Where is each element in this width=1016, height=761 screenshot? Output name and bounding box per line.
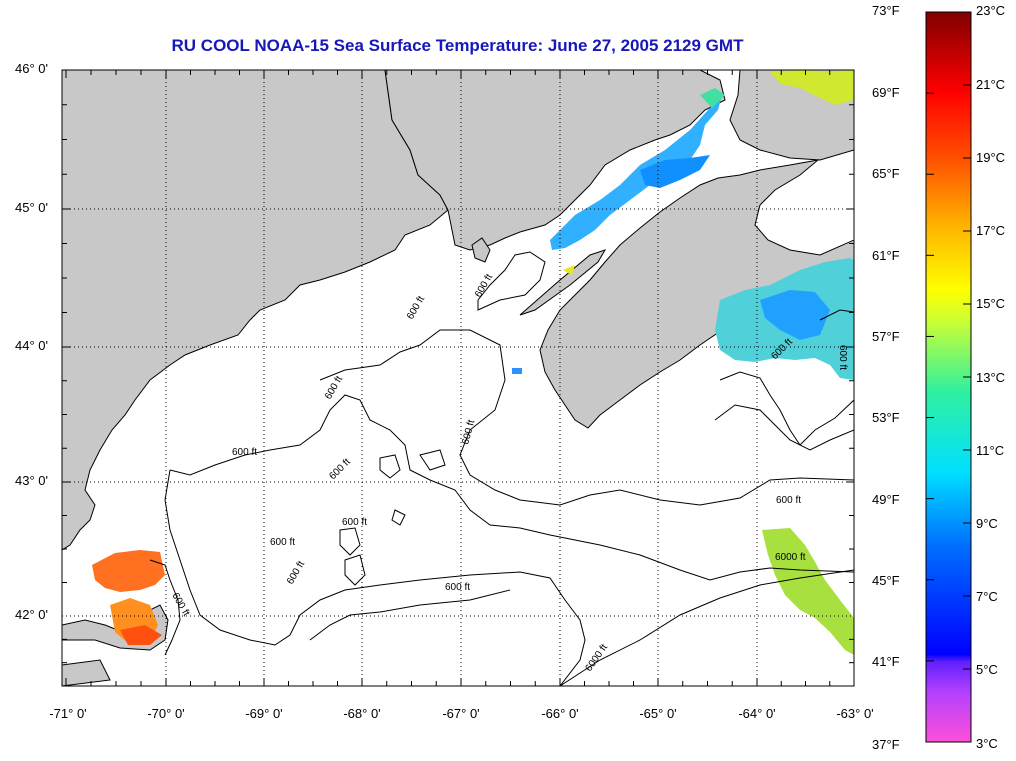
contour-label: 600 ft: [445, 582, 470, 593]
lon-label: -66° 0': [541, 706, 579, 721]
colorbar-f-label: 49°F: [872, 492, 900, 507]
sst-bay-of-fundy-upper: [700, 88, 725, 108]
colorbar-c-label: 13°C: [976, 370, 1006, 385]
lat-label: 45° 0': [15, 200, 48, 215]
contour-shelf-small-5: [391, 509, 406, 526]
sst-cape-cod-inner: [120, 625, 162, 645]
contour-600ft-a: [477, 251, 546, 311]
lat-label: 43° 0': [15, 473, 48, 488]
colorbar-ticks: [926, 11, 971, 743]
colorbar-c-label: 17°C: [976, 223, 1006, 238]
contour-label: 600 ft: [837, 345, 848, 370]
lon-label: -67° 0': [442, 706, 480, 721]
lon-label: -65° 0': [639, 706, 677, 721]
contour-label: 600 ft: [270, 537, 295, 548]
graticule: [62, 70, 854, 686]
colorbar-f-label: 57°F: [872, 329, 900, 344]
lon-label: -68° 0': [343, 706, 381, 721]
contour-600ft-b: [319, 329, 854, 506]
lon-label: -64° 0': [738, 706, 776, 721]
lat-label: 42° 0': [15, 607, 48, 622]
sst-minas-channel: [640, 155, 710, 188]
sst-bay-of-fundy: [550, 95, 722, 250]
lat-label: 46° 0': [15, 61, 48, 76]
sst-data-layer: [92, 70, 854, 655]
map-title: RU COOL NOAA-15 Sea Surface Temperature:…: [171, 36, 744, 55]
colorbar-f-label: 45°F: [872, 573, 900, 588]
contour-shelf-small-1: [339, 527, 361, 556]
contour-600ft-c: [169, 394, 854, 581]
colorbar-f-label: 53°F: [872, 410, 900, 425]
contour-label: 600 ft: [776, 495, 801, 506]
lon-label: -69° 0': [245, 706, 283, 721]
sst-yellow-patch: [563, 265, 575, 275]
contour-shelf-small-4: [419, 449, 446, 471]
sst-offshore-east: [762, 528, 854, 655]
sst-scotian-shelf-blue: [760, 290, 830, 340]
colorbar-c-label: 3°C: [976, 736, 998, 751]
lon-label: -63° 0': [836, 706, 874, 721]
colorbar-c-label: 9°C: [976, 516, 998, 531]
contour-east-b: [714, 404, 854, 451]
colorbar-f-label: 61°F: [872, 248, 900, 263]
land-digby-neck: [519, 249, 607, 316]
colorbar-f-label: 69°F: [872, 85, 900, 100]
contour-600ft-d: [164, 469, 586, 686]
lat-label: 44° 0': [15, 338, 48, 353]
contour-label: 600 ft: [232, 447, 257, 458]
contour-label: 600 ft: [342, 517, 367, 528]
contour-shelf-small-2: [344, 554, 366, 586]
sst-northeast-strip: [770, 70, 854, 105]
colorbar-f-label: 65°F: [872, 166, 900, 181]
axis-ticks: [62, 69, 854, 686]
land-island: [471, 237, 491, 263]
contour-cape-cod-shelf: [149, 559, 181, 656]
contour-east-a: [719, 371, 854, 446]
sst-mass-bay-north: [92, 550, 165, 592]
colorbar-c-label: 11°C: [976, 443, 1005, 458]
contour-shelf-small-3: [379, 454, 401, 479]
map-border: [61, 69, 855, 687]
contour-label: 6000 ft: [775, 552, 806, 563]
colorbar-c-label: 15°C: [976, 296, 1006, 311]
land-southern-coast: [62, 659, 111, 686]
colorbar-c-label: 19°C: [976, 150, 1006, 165]
contour-east-c: [819, 309, 854, 321]
lon-label: -70° 0': [147, 706, 185, 721]
contour-6000ft-a: [559, 569, 854, 686]
colorbar-c-label: 7°C: [976, 589, 998, 604]
bathymetry-contours: [149, 251, 854, 686]
colorbar-f-label: 37°F: [872, 737, 900, 752]
colorbar-c-label: 23°C: [976, 3, 1006, 18]
land-nova-scotia: [539, 159, 854, 429]
sst-speck: [512, 368, 522, 374]
colorbar-c-label: 21°C: [976, 77, 1006, 92]
colorbar-c-label: 5°C: [976, 662, 998, 677]
colorbar-f-label: 41°F: [872, 654, 900, 669]
colorbar-f-label: 73°F: [872, 3, 900, 18]
contour-600ft-e: [309, 589, 511, 641]
lon-label: -71° 0': [49, 706, 87, 721]
